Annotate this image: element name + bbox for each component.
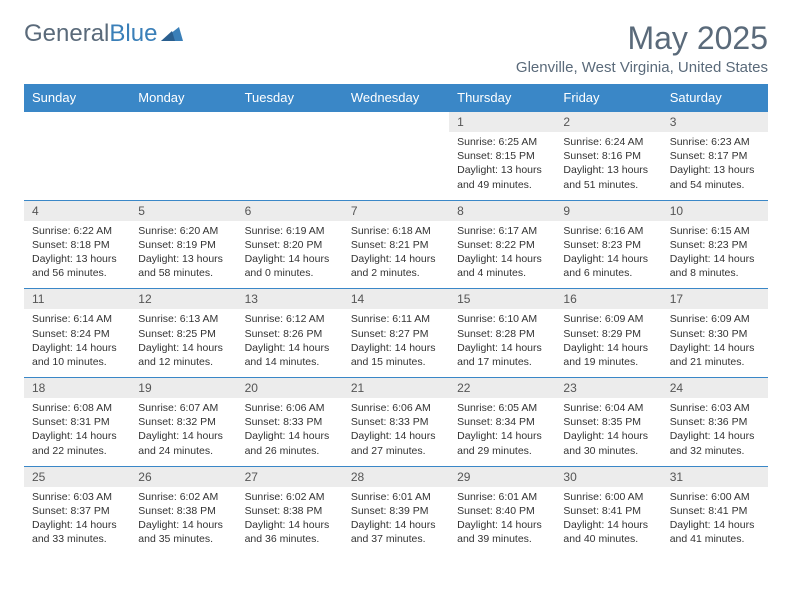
details-cell: Sunrise: 6:10 AMSunset: 8:28 PMDaylight:…	[449, 309, 555, 377]
calendar-table: SundayMondayTuesdayWednesdayThursdayFrid…	[24, 84, 768, 554]
date-cell: 6	[237, 200, 343, 221]
date-row: 123	[24, 112, 768, 133]
date-cell: 18	[24, 378, 130, 399]
date-cell: 28	[343, 466, 449, 487]
details-cell: Sunrise: 6:20 AMSunset: 8:19 PMDaylight:…	[130, 221, 236, 289]
date-cell: 12	[130, 289, 236, 310]
date-cell: 24	[662, 378, 768, 399]
details-cell: Sunrise: 6:25 AMSunset: 8:15 PMDaylight:…	[449, 132, 555, 200]
date-row: 18192021222324	[24, 378, 768, 399]
date-cell: 26	[130, 466, 236, 487]
date-row: 25262728293031	[24, 466, 768, 487]
date-cell: 31	[662, 466, 768, 487]
date-cell: 30	[555, 466, 661, 487]
date-cell: 3	[662, 112, 768, 133]
date-cell	[24, 112, 130, 133]
date-cell: 13	[237, 289, 343, 310]
date-cell: 27	[237, 466, 343, 487]
day-header: Sunday	[24, 84, 130, 112]
month-title: May 2025	[516, 20, 768, 57]
details-cell: Sunrise: 6:03 AMSunset: 8:36 PMDaylight:…	[662, 398, 768, 466]
details-cell: Sunrise: 6:18 AMSunset: 8:21 PMDaylight:…	[343, 221, 449, 289]
details-cell: Sunrise: 6:04 AMSunset: 8:35 PMDaylight:…	[555, 398, 661, 466]
day-header: Wednesday	[343, 84, 449, 112]
location-text: Glenville, West Virginia, United States	[516, 59, 768, 76]
details-row: Sunrise: 6:14 AMSunset: 8:24 PMDaylight:…	[24, 309, 768, 377]
details-cell: Sunrise: 6:22 AMSunset: 8:18 PMDaylight:…	[24, 221, 130, 289]
details-cell: Sunrise: 6:08 AMSunset: 8:31 PMDaylight:…	[24, 398, 130, 466]
details-cell: Sunrise: 6:11 AMSunset: 8:27 PMDaylight:…	[343, 309, 449, 377]
details-cell: Sunrise: 6:07 AMSunset: 8:32 PMDaylight:…	[130, 398, 236, 466]
details-cell: Sunrise: 6:06 AMSunset: 8:33 PMDaylight:…	[343, 398, 449, 466]
details-cell: Sunrise: 6:09 AMSunset: 8:30 PMDaylight:…	[662, 309, 768, 377]
date-cell: 8	[449, 200, 555, 221]
details-cell: Sunrise: 6:01 AMSunset: 8:39 PMDaylight:…	[343, 487, 449, 555]
date-cell: 20	[237, 378, 343, 399]
day-header: Thursday	[449, 84, 555, 112]
logo-text-2: Blue	[109, 20, 157, 48]
details-row: Sunrise: 6:25 AMSunset: 8:15 PMDaylight:…	[24, 132, 768, 200]
details-cell: Sunrise: 6:23 AMSunset: 8:17 PMDaylight:…	[662, 132, 768, 200]
date-cell: 14	[343, 289, 449, 310]
details-cell: Sunrise: 6:17 AMSunset: 8:22 PMDaylight:…	[449, 221, 555, 289]
day-header: Monday	[130, 84, 236, 112]
details-cell: Sunrise: 6:00 AMSunset: 8:41 PMDaylight:…	[555, 487, 661, 555]
details-cell: Sunrise: 6:12 AMSunset: 8:26 PMDaylight:…	[237, 309, 343, 377]
details-cell: Sunrise: 6:06 AMSunset: 8:33 PMDaylight:…	[237, 398, 343, 466]
details-cell: Sunrise: 6:00 AMSunset: 8:41 PMDaylight:…	[662, 487, 768, 555]
details-cell: Sunrise: 6:13 AMSunset: 8:25 PMDaylight:…	[130, 309, 236, 377]
date-cell: 5	[130, 200, 236, 221]
date-cell: 25	[24, 466, 130, 487]
logo-text-1: General	[24, 20, 109, 48]
date-cell	[130, 112, 236, 133]
day-header: Friday	[555, 84, 661, 112]
date-cell: 4	[24, 200, 130, 221]
date-cell: 10	[662, 200, 768, 221]
details-cell: Sunrise: 6:02 AMSunset: 8:38 PMDaylight:…	[237, 487, 343, 555]
details-cell	[237, 132, 343, 200]
details-row: Sunrise: 6:03 AMSunset: 8:37 PMDaylight:…	[24, 487, 768, 555]
details-cell: Sunrise: 6:24 AMSunset: 8:16 PMDaylight:…	[555, 132, 661, 200]
triangle-icon	[161, 20, 183, 48]
day-header-row: SundayMondayTuesdayWednesdayThursdayFrid…	[24, 84, 768, 112]
details-cell	[24, 132, 130, 200]
date-cell: 11	[24, 289, 130, 310]
date-row: 45678910	[24, 200, 768, 221]
date-cell: 19	[130, 378, 236, 399]
title-block: May 2025 Glenville, West Virginia, Unite…	[516, 20, 768, 76]
date-cell: 9	[555, 200, 661, 221]
logo: GeneralBlue	[24, 20, 183, 48]
details-cell: Sunrise: 6:14 AMSunset: 8:24 PMDaylight:…	[24, 309, 130, 377]
date-cell: 16	[555, 289, 661, 310]
details-cell	[130, 132, 236, 200]
details-cell: Sunrise: 6:02 AMSunset: 8:38 PMDaylight:…	[130, 487, 236, 555]
date-cell: 17	[662, 289, 768, 310]
details-cell: Sunrise: 6:03 AMSunset: 8:37 PMDaylight:…	[24, 487, 130, 555]
date-row: 11121314151617	[24, 289, 768, 310]
details-cell: Sunrise: 6:01 AMSunset: 8:40 PMDaylight:…	[449, 487, 555, 555]
details-cell: Sunrise: 6:09 AMSunset: 8:29 PMDaylight:…	[555, 309, 661, 377]
details-cell: Sunrise: 6:05 AMSunset: 8:34 PMDaylight:…	[449, 398, 555, 466]
date-cell: 22	[449, 378, 555, 399]
date-cell	[237, 112, 343, 133]
details-cell: Sunrise: 6:15 AMSunset: 8:23 PMDaylight:…	[662, 221, 768, 289]
date-cell: 21	[343, 378, 449, 399]
header: GeneralBlue May 2025 Glenville, West Vir…	[24, 20, 768, 76]
date-cell	[343, 112, 449, 133]
day-header: Saturday	[662, 84, 768, 112]
details-cell: Sunrise: 6:16 AMSunset: 8:23 PMDaylight:…	[555, 221, 661, 289]
date-cell: 7	[343, 200, 449, 221]
date-cell: 29	[449, 466, 555, 487]
details-cell: Sunrise: 6:19 AMSunset: 8:20 PMDaylight:…	[237, 221, 343, 289]
details-row: Sunrise: 6:22 AMSunset: 8:18 PMDaylight:…	[24, 221, 768, 289]
date-cell: 1	[449, 112, 555, 133]
day-header: Tuesday	[237, 84, 343, 112]
date-cell: 23	[555, 378, 661, 399]
details-cell	[343, 132, 449, 200]
details-row: Sunrise: 6:08 AMSunset: 8:31 PMDaylight:…	[24, 398, 768, 466]
date-cell: 15	[449, 289, 555, 310]
date-cell: 2	[555, 112, 661, 133]
